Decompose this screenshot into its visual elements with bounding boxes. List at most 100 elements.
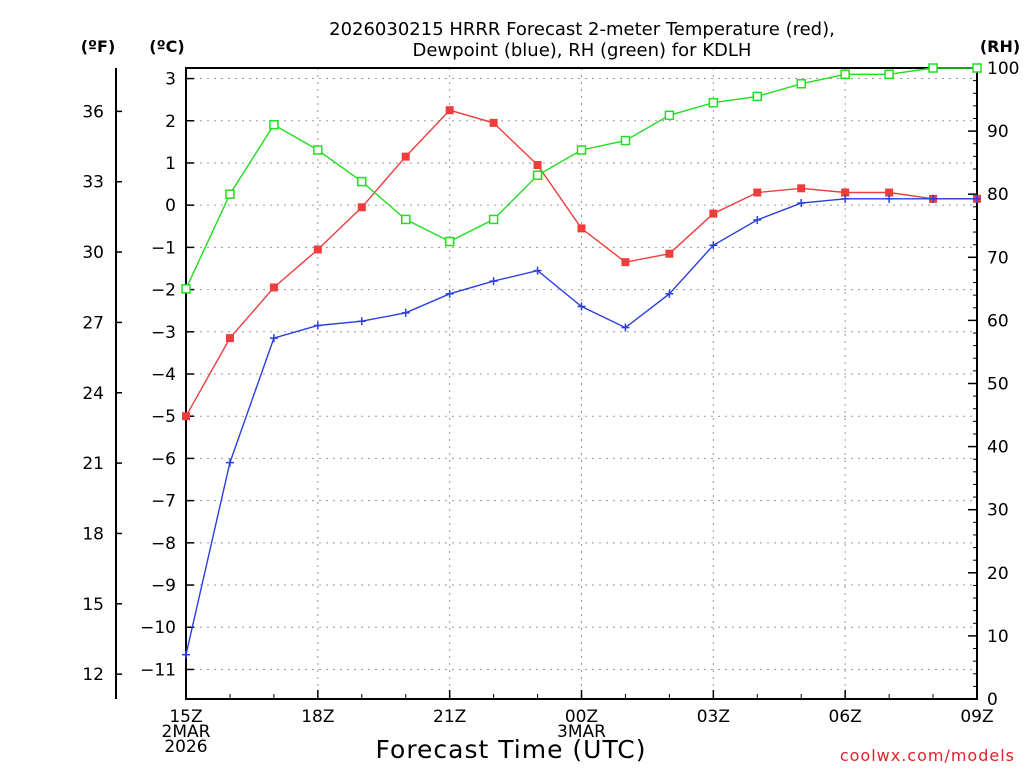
data-point-dewpoint: [269, 334, 278, 343]
tick-label-f: 12: [82, 665, 104, 685]
data-point-rh: [357, 176, 367, 187]
data-point-rh: [400, 214, 411, 225]
data-point-dewpoint: [489, 277, 498, 286]
tick-label-f: 21: [82, 454, 104, 474]
data-point-rh: [532, 170, 543, 181]
data-point-dewpoint: [313, 321, 322, 330]
data-point-rh: [576, 145, 587, 155]
data-point-temperature: [577, 224, 586, 233]
tick-label-x: 2026: [164, 737, 207, 757]
tick-label-f: 15: [82, 595, 104, 615]
rh-unit-label: (RH): [980, 37, 1020, 56]
tick-label-c: −4: [151, 365, 176, 385]
grid-lines: [186, 68, 977, 699]
tick-label-c: −10: [140, 618, 176, 638]
tick-label-c: 0: [165, 196, 176, 216]
site-credit: coolwx.com/models: [840, 746, 1015, 765]
tick-label-x: 3MAR: [557, 722, 606, 742]
data-point-rh: [664, 110, 675, 121]
data-point-dewpoint: [182, 650, 190, 659]
tick-label-x: 15Z: [169, 707, 202, 727]
tick-label-c: −6: [151, 449, 176, 469]
tick-label-c: −9: [151, 576, 176, 596]
data-point-temperature: [401, 152, 410, 161]
data-series: [181, 63, 982, 659]
data-point-temperature: [357, 203, 366, 212]
data-point-temperature: [753, 188, 762, 197]
tick-label-rh: 0: [987, 690, 998, 710]
data-point-dewpoint: [753, 215, 762, 224]
data-point-dewpoint: [665, 289, 674, 298]
tick-label-rh: 30: [987, 501, 1009, 521]
chart-title-line2: Dewpoint (blue), RH (green) for KDLH: [413, 40, 752, 61]
data-point-temperature: [313, 245, 322, 254]
data-point-dewpoint: [357, 317, 366, 326]
tick-label-rh: 70: [987, 248, 1009, 268]
tick-label-x: 09Z: [960, 707, 993, 727]
x-axis-title: Forecast Time (UTC): [376, 735, 647, 764]
data-point-rh: [708, 97, 719, 108]
data-point-temperature: [885, 188, 894, 197]
data-point-rh: [444, 236, 455, 247]
axis-ticks: 3210−1−2−3−4−5−6−7−8−9−10−11363330272421…: [82, 59, 1019, 757]
tick-label-x: 21Z: [433, 707, 466, 727]
data-point-dewpoint: [885, 194, 894, 203]
data-point-rh: [752, 91, 763, 102]
data-point-temperature: [445, 106, 454, 115]
data-point-dewpoint: [577, 302, 586, 311]
tick-label-x: 00Z: [565, 707, 598, 727]
celsius-unit-label: (ºC): [149, 37, 184, 56]
data-point-rh: [796, 79, 806, 89]
data-point-dewpoint: [621, 323, 630, 332]
data-point-temperature: [797, 184, 806, 193]
tick-label-c: −2: [151, 281, 176, 301]
tick-label-x: 2MAR: [162, 722, 211, 742]
tick-label-x: 18Z: [301, 707, 334, 727]
tick-label-rh: 40: [987, 438, 1009, 458]
data-point-dewpoint: [225, 458, 234, 467]
tick-label-c: −11: [140, 660, 176, 680]
data-point-temperature: [841, 188, 850, 197]
data-point-rh: [928, 63, 938, 73]
data-point-dewpoint: [841, 194, 850, 203]
fahrenheit-unit-label: (ºF): [81, 37, 116, 56]
tick-label-rh: 10: [987, 627, 1009, 647]
tick-label-c: 2: [165, 112, 176, 132]
data-point-temperature: [269, 283, 278, 292]
tick-label-c: −5: [151, 407, 176, 427]
data-point-rh: [313, 145, 323, 155]
data-point-rh: [225, 189, 235, 199]
tick-label-f: 30: [82, 243, 104, 263]
data-point-rh: [269, 120, 279, 130]
data-point-dewpoint: [533, 266, 542, 275]
data-point-temperature: [225, 334, 234, 343]
data-point-dewpoint: [929, 194, 938, 203]
tick-label-c: 3: [165, 70, 176, 90]
data-point-rh: [488, 214, 499, 225]
tick-label-f: 33: [82, 173, 104, 193]
tick-label-c: 1: [165, 154, 176, 174]
data-point-rh: [620, 135, 631, 146]
tick-label-c: −3: [151, 323, 176, 343]
tick-label-c: −7: [151, 492, 176, 512]
data-point-temperature: [665, 249, 674, 258]
tick-label-x: 06Z: [829, 707, 862, 727]
tick-label-f: 24: [82, 384, 104, 404]
data-point-temperature: [489, 118, 498, 127]
data-point-rh: [884, 69, 894, 80]
data-point-dewpoint: [797, 199, 806, 208]
chart-title-line1: 2026030215 HRRR Forecast 2-meter Tempera…: [329, 19, 835, 40]
tick-label-rh: 100: [987, 59, 1019, 79]
data-point-temperature: [621, 258, 630, 267]
data-point-temperature: [182, 412, 190, 421]
tick-label-rh: 50: [987, 375, 1009, 395]
data-point-dewpoint: [709, 241, 718, 250]
tick-label-rh: 80: [987, 185, 1009, 205]
data-point-dewpoint: [445, 289, 454, 298]
tick-label-f: 18: [82, 524, 104, 544]
data-point-temperature: [533, 161, 542, 170]
tick-label-rh: 20: [987, 564, 1009, 584]
tick-label-rh: 90: [987, 122, 1009, 142]
data-point-temperature: [709, 209, 718, 218]
